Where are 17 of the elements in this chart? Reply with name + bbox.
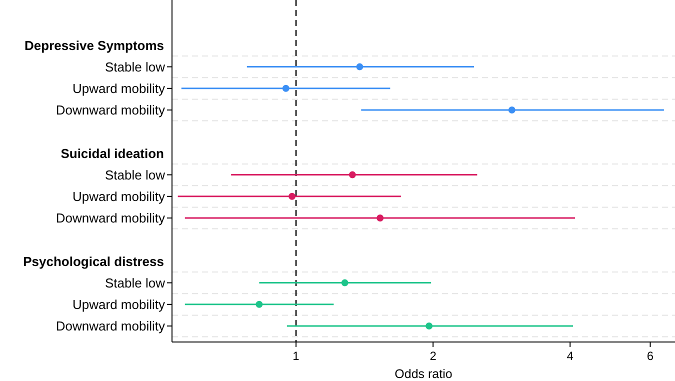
- y-tick-label: Stable low: [105, 275, 166, 290]
- y-tick-label: Psychological distress: [23, 254, 164, 269]
- y-tick-label: Upward mobility: [72, 80, 166, 96]
- y-tick-label: Upward mobility: [72, 188, 166, 204]
- y-tick-label: Downward mobility: [56, 102, 166, 118]
- y-tick-label: Stable low: [105, 167, 166, 182]
- x-tick-label: 4: [566, 349, 574, 363]
- y-tick-label: Depressive Symptoms: [24, 38, 164, 53]
- x-tick-label: 1: [292, 349, 300, 363]
- x-tick-label: 6: [646, 349, 654, 363]
- x-axis-title: Odds ratio: [394, 367, 452, 381]
- x-tick-label: 2: [430, 349, 437, 363]
- y-tick-label: Stable low: [105, 59, 166, 74]
- y-tick-label: Upward mobility: [72, 296, 166, 312]
- y-tick-label: Downward mobility: [56, 210, 166, 226]
- y-tick-label: Downward mobility: [56, 318, 166, 334]
- y-tick-label: Suicidal ideation: [60, 146, 164, 161]
